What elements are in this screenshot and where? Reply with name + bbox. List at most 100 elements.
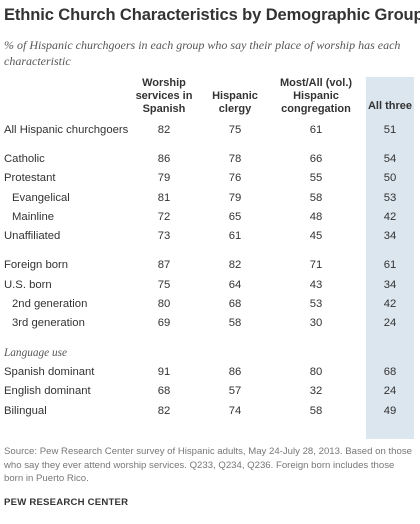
value-cell-col3: 61: [309, 123, 323, 136]
value-cell-col4: [366, 343, 414, 362]
value-cell-col4: 51: [383, 123, 397, 136]
value-cell-col2: [204, 343, 266, 362]
row-label: 3rd generation: [12, 317, 85, 330]
row-spacer-cell: [0, 139, 414, 149]
row-label-header: [0, 77, 124, 120]
value-cell-col4: 54: [383, 152, 397, 165]
value-cell-col3: 30: [309, 317, 323, 330]
row-label: Unaffiliated: [4, 230, 61, 243]
column-header-hispanic-clergy: Hispanic clergy: [212, 90, 258, 115]
value-cell-col3: 43: [309, 278, 323, 291]
value-cell-col2: 76: [228, 172, 242, 185]
value-cell-col1: 72: [157, 210, 171, 223]
table-row-all-hispanic-churchgoers: All Hispanic churchgoers 82 75 61 51: [0, 120, 414, 139]
row-spacer-cell: [0, 333, 414, 343]
value-cell-col1: 82: [157, 404, 171, 417]
value-cell-col3: [266, 343, 366, 362]
value-cell-col1: 80: [157, 298, 171, 311]
header-row: Worship services in Spanish Hispanic cle…: [0, 77, 414, 120]
value-cell-col2: 74: [228, 404, 242, 417]
value-cell-col1: 68: [157, 385, 171, 398]
value-cell-col3: 55: [309, 172, 323, 185]
table-row-spanish-dominant: Spanish dominant 91 86 80 68: [0, 362, 414, 381]
value-cell-col3: 58: [309, 404, 323, 417]
table-row-foreign-born: Foreign born 87 82 71 61: [0, 256, 414, 275]
value-cell-col1: 75: [157, 278, 171, 291]
value-cell-col4: 42: [383, 298, 397, 311]
row-spacer: [0, 139, 414, 149]
column-header-spanish-services: Worship services in Spanish: [135, 77, 193, 115]
row-label: English dominant: [4, 385, 91, 398]
row-spacer: [0, 333, 414, 343]
column-header-hispanic-congregation: Most/All (vol.) Hispanic congregation: [279, 77, 353, 115]
value-cell-col4: 42: [383, 210, 397, 223]
section-heading: Language use: [4, 346, 68, 359]
value-cell-col3: 80: [309, 365, 323, 378]
table-row-u-s-born: U.S. born 75 64 43 34: [0, 275, 414, 294]
value-cell-col1: 73: [157, 230, 171, 243]
value-cell-col1: 81: [157, 191, 171, 204]
row-label: All Hispanic churchgoers: [4, 123, 129, 136]
value-cell-col3: 48: [309, 210, 323, 223]
row-label: Spanish dominant: [4, 365, 95, 378]
value-cell-col2: 78: [228, 152, 242, 165]
table-row-english-dominant: English dominant 68 57 32 24: [0, 382, 414, 401]
credit-line: PEW RESEARCH CENTER: [4, 497, 129, 508]
value-cell-col2: 64: [228, 278, 242, 291]
table-row-mainline: Mainline 72 65 48 42: [0, 207, 414, 226]
row-spacer-cell: [0, 246, 414, 256]
value-cell-col1: 87: [157, 259, 171, 272]
chart-subtitle: % of Hispanic churchgoers in each group …: [4, 38, 401, 68]
section-heading-row: Language use: [0, 343, 414, 362]
row-label: Catholic: [4, 152, 45, 165]
value-cell-col2: 79: [228, 191, 242, 204]
value-cell-col3: 71: [309, 259, 323, 272]
value-cell-col3: 66: [309, 152, 323, 165]
table-row-3rd-generation: 3rd generation 69 58 30 24: [0, 314, 414, 333]
value-cell-col4: 34: [383, 278, 397, 291]
row-label: Protestant: [4, 172, 56, 185]
value-cell-col4: 34: [383, 230, 397, 243]
value-cell-col1: [124, 343, 204, 362]
table-row-unaffiliated: Unaffiliated 73 61 45 34: [0, 226, 414, 245]
table-row-evangelical: Evangelical 81 79 58 53: [0, 188, 414, 207]
value-cell-col4: 53: [383, 191, 397, 204]
row-label: 2nd generation: [12, 298, 88, 311]
value-cell-col2: 68: [228, 298, 242, 311]
value-cell-col4: 49: [383, 404, 397, 417]
value-cell-col1: 79: [157, 172, 171, 185]
value-cell-col4: 50: [383, 172, 397, 185]
value-cell-col2: 58: [228, 317, 242, 330]
table-row-2nd-generation: 2nd generation 80 68 53 42: [0, 294, 414, 313]
table-row-bilingual: Bilingual 82 74 58 49: [0, 401, 414, 420]
value-cell-col3: 45: [309, 230, 323, 243]
row-label: Mainline: [12, 210, 55, 223]
value-cell-col2: 75: [228, 123, 242, 136]
value-cell-col2: 82: [228, 259, 242, 272]
value-cell-col2: 86: [228, 365, 242, 378]
value-cell-col1: 82: [157, 123, 171, 136]
data-table: Worship services in Spanish Hispanic cle…: [0, 77, 414, 420]
value-cell-col3: 32: [309, 385, 323, 398]
value-cell-col2: 61: [228, 230, 242, 243]
value-cell-col3: 53: [309, 298, 323, 311]
row-label: Evangelical: [12, 191, 70, 204]
value-cell-col2: 57: [228, 385, 242, 398]
value-cell-col4: 68: [383, 365, 397, 378]
source-note: Source: Pew Research Center survey of Hi…: [4, 446, 412, 484]
table-row-catholic: Catholic 86 78 66 54: [0, 149, 414, 168]
value-cell-col4: 61: [383, 259, 397, 272]
row-label: Bilingual: [4, 404, 47, 417]
row-label: U.S. born: [4, 278, 52, 291]
value-cell-col1: 86: [157, 152, 171, 165]
row-label: Foreign born: [4, 259, 69, 272]
value-cell-col1: 69: [157, 317, 171, 330]
value-cell-col2: 65: [228, 210, 242, 223]
all-three-column-highlight: [366, 77, 414, 439]
table-row-protestant: Protestant 79 76 55 50: [0, 169, 414, 188]
value-cell-col1: 91: [157, 365, 171, 378]
chart-title: Ethnic Church Characteristics by Demogra…: [4, 6, 420, 24]
column-header-all-three: All three: [367, 100, 412, 112]
value-cell-col4: 24: [383, 385, 397, 398]
value-cell-col4: 24: [383, 317, 397, 330]
